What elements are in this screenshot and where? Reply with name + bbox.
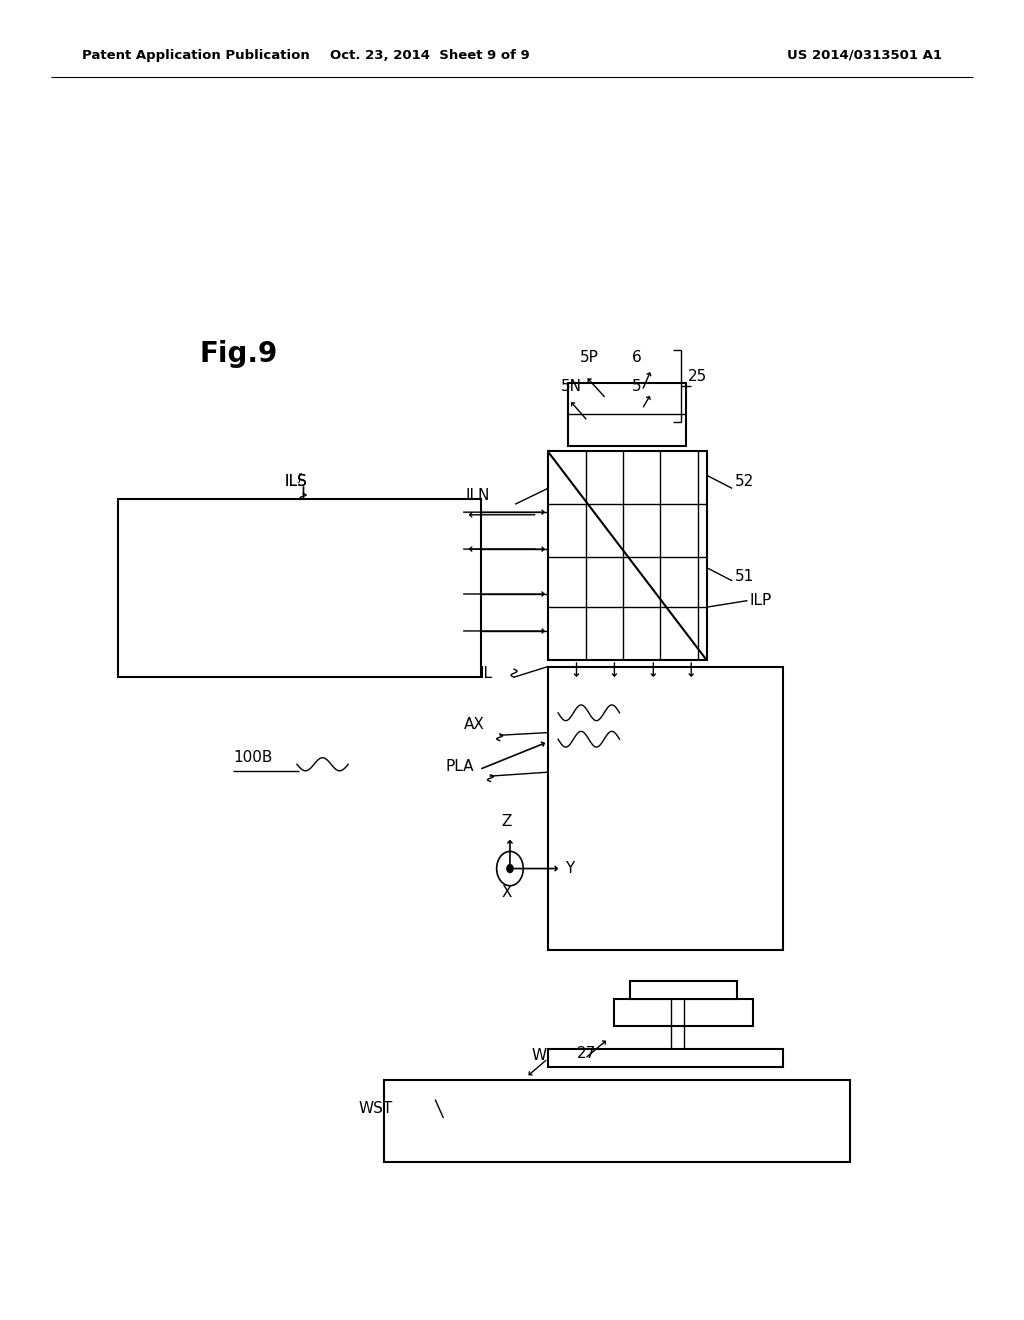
Text: 5P: 5P: [580, 350, 598, 366]
Bar: [568, 383, 686, 446]
Text: ILN: ILN: [466, 487, 490, 503]
Bar: [548, 451, 707, 660]
Text: 52: 52: [735, 474, 755, 490]
Text: PLA: PLA: [445, 759, 474, 775]
Text: W: W: [531, 1048, 547, 1064]
Bar: [630, 981, 737, 999]
Text: 51: 51: [735, 569, 755, 585]
Text: Z: Z: [502, 813, 512, 829]
Text: Fig.9: Fig.9: [200, 339, 278, 368]
Text: Patent Application Publication: Patent Application Publication: [82, 49, 309, 62]
Text: ʃ: ʃ: [297, 473, 301, 483]
Text: 25: 25: [688, 368, 708, 384]
Circle shape: [507, 865, 513, 873]
Bar: [384, 1080, 850, 1162]
Text: ILP: ILP: [750, 593, 772, 609]
Text: ILS: ILS: [285, 474, 307, 490]
Text: US 2014/0313501 A1: US 2014/0313501 A1: [787, 49, 942, 62]
Text: X: X: [502, 884, 512, 900]
Text: AX: AX: [464, 717, 484, 733]
Text: Y: Y: [565, 861, 574, 876]
Text: 5N: 5N: [561, 379, 583, 395]
Bar: [118, 499, 481, 677]
Text: 27: 27: [577, 1045, 596, 1061]
Text: 6: 6: [632, 350, 642, 366]
Bar: [548, 667, 783, 950]
Text: WST: WST: [358, 1101, 392, 1117]
Bar: [614, 999, 753, 1026]
Text: ILS: ILS: [285, 474, 307, 490]
Text: 5: 5: [632, 379, 641, 395]
Bar: [548, 1049, 783, 1067]
Text: 100B: 100B: [233, 750, 272, 766]
Text: IL: IL: [479, 665, 493, 681]
Text: Oct. 23, 2014  Sheet 9 of 9: Oct. 23, 2014 Sheet 9 of 9: [330, 49, 530, 62]
